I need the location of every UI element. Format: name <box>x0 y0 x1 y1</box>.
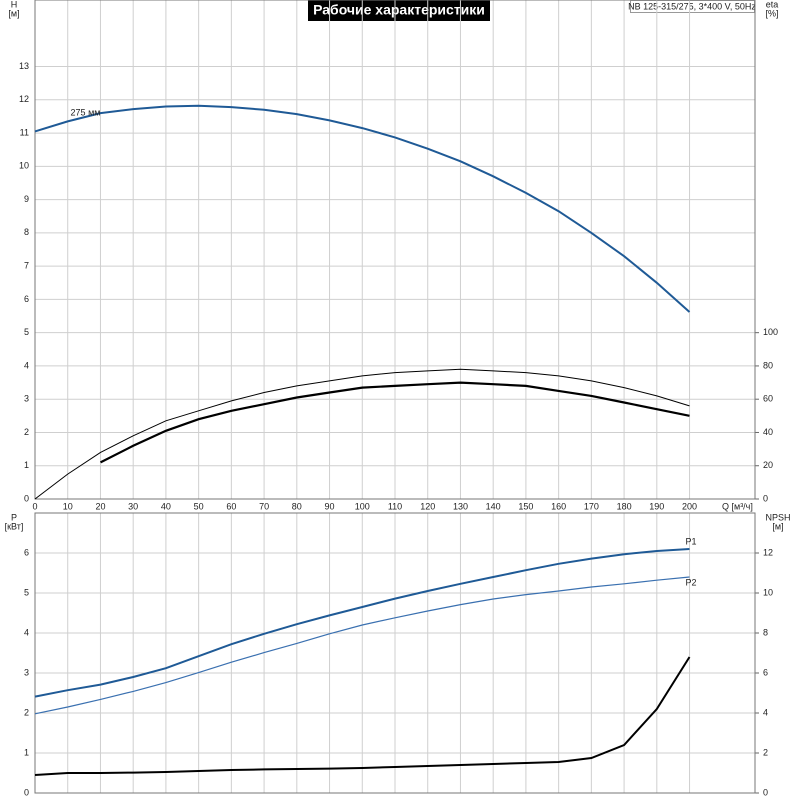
y-tick-label: 0 <box>24 493 29 503</box>
plot-frame <box>34 512 756 794</box>
y2-tick-label: 100 <box>763 327 778 337</box>
x-tick-label: 40 <box>161 501 171 511</box>
x-tick-label: 20 <box>95 501 105 511</box>
y2-tick-label: 20 <box>763 460 773 470</box>
y-tick-label: 3 <box>24 667 29 677</box>
y2-tick-label: 6 <box>763 667 768 677</box>
model-label: NB 125-315/275, 3*400 V, 50Hz <box>628 1 756 11</box>
series-line <box>34 576 690 715</box>
y-tick-label: 8 <box>24 227 29 237</box>
x-tick-label: 60 <box>226 501 236 511</box>
y-tick-label: 7 <box>24 261 29 271</box>
y2-tick-label: 8 <box>763 627 768 637</box>
y2-tick-label: 60 <box>763 394 773 404</box>
y-tick-label: 4 <box>24 627 29 637</box>
x-tick-label: 80 <box>292 501 302 511</box>
y-tick-label: 0 <box>24 787 29 797</box>
y-tick-label: 2 <box>24 707 29 717</box>
y2-tick-label: 2 <box>763 747 768 757</box>
y2-tick-label: 40 <box>763 427 773 437</box>
y2-tick-label: 80 <box>763 360 773 370</box>
x-tick-label: 140 <box>486 501 501 511</box>
y-tick-label: 9 <box>24 194 29 204</box>
x-tick-label: 190 <box>649 501 664 511</box>
series-label: 275 мм <box>71 107 101 117</box>
series-line <box>100 381 690 464</box>
y-tick-label: 4 <box>24 360 29 370</box>
x-tick-label: 150 <box>518 501 533 511</box>
series-line <box>34 368 690 500</box>
x-tick-label: 100 <box>355 501 370 511</box>
y-axis-unit: [м] <box>8 8 19 18</box>
y2-tick-label: 4 <box>763 707 768 717</box>
y-axis-label: H <box>11 0 18 9</box>
series-line <box>34 656 691 776</box>
y2-tick-label: 0 <box>763 493 768 503</box>
x-tick-label: 130 <box>453 501 468 511</box>
x-tick-label: 70 <box>259 501 269 511</box>
x-tick-label: 110 <box>388 501 402 511</box>
x-tick-label: 160 <box>551 501 566 511</box>
chart-title: Рабочие характеристики <box>313 2 485 18</box>
y-tick-label: 5 <box>24 327 29 337</box>
y2-tick-label: 10 <box>763 587 773 597</box>
y-tick-label: 1 <box>24 747 29 757</box>
x-tick-label: 200 <box>682 501 697 511</box>
y-tick-label: 10 <box>19 161 29 171</box>
y-tick-label: 12 <box>19 94 29 104</box>
y-tick-label: 3 <box>24 394 29 404</box>
title-box <box>308 0 490 21</box>
y2-axis-label: NPSH <box>765 512 790 522</box>
series-label: P1 <box>686 536 697 546</box>
series-label: P2 <box>686 577 697 587</box>
y2-axis-unit: [%] <box>765 8 778 18</box>
x-tick-label: 30 <box>128 501 138 511</box>
y-tick-label: 11 <box>20 127 29 137</box>
x-tick-label: 120 <box>420 501 435 511</box>
x-axis-label: Q [м³/ч] <box>722 501 753 511</box>
y2-axis-unit: [м] <box>772 521 783 531</box>
x-tick-label: 10 <box>63 501 73 511</box>
x-tick-label: 0 <box>32 501 37 511</box>
y-tick-label: 6 <box>24 547 29 557</box>
y-tick-label: 5 <box>24 587 29 597</box>
x-tick-label: 90 <box>325 501 335 511</box>
y2-tick-label: 12 <box>763 547 773 557</box>
y2-axis-label: eta <box>766 0 779 9</box>
series-line <box>34 548 690 698</box>
x-tick-label: 170 <box>584 501 599 511</box>
y-tick-label: 2 <box>24 427 29 437</box>
series-line <box>34 104 691 313</box>
plot-frame <box>34 0 756 500</box>
y-tick-label: 13 <box>19 61 29 71</box>
x-tick-label: 50 <box>194 501 204 511</box>
y-axis-label: P <box>11 512 17 522</box>
y2-tick-label: 0 <box>763 787 768 797</box>
y-tick-label: 6 <box>24 294 29 304</box>
y-tick-label: 1 <box>24 460 29 470</box>
y-axis-unit: [кВт] <box>5 521 24 531</box>
x-tick-label: 180 <box>617 501 632 511</box>
